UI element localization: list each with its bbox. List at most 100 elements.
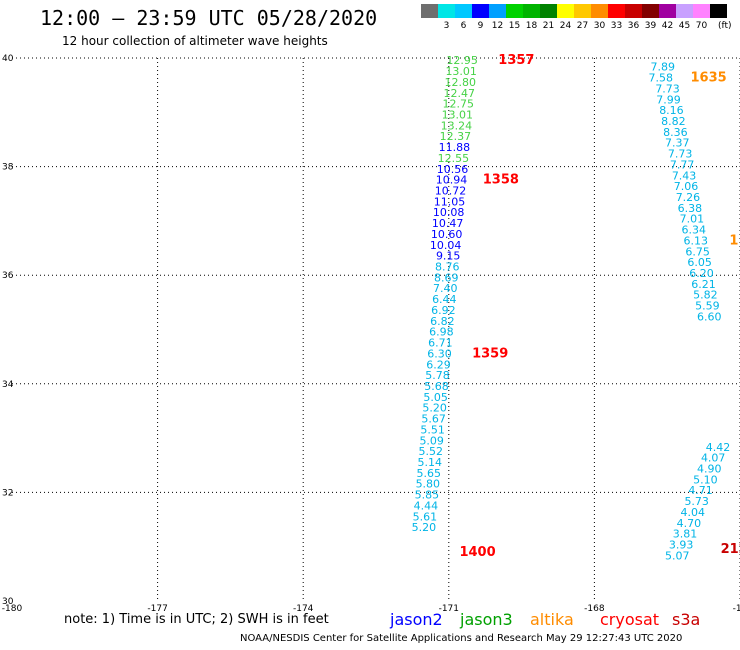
color-scale-label: 70 [695, 21, 708, 31]
color-scale-swatch [693, 4, 710, 18]
wave-height-value: 5.14 [418, 456, 443, 469]
color-scale-label: 33 [610, 21, 623, 31]
color-scale-swatch [506, 4, 523, 18]
wave-height-value: 5.20 [422, 402, 447, 415]
wave-height-value: 4.70 [677, 517, 702, 530]
wave-height-value: 6.98 [429, 326, 454, 339]
color-scale-swatch [523, 4, 540, 18]
wave-height-value: 5.05 [423, 391, 448, 404]
y-tick-label: 38 [2, 163, 14, 173]
wave-height-value: 6.34 [682, 224, 707, 237]
wave-height-value: 7.99 [656, 93, 681, 106]
color-scale-swatch [608, 4, 625, 18]
wave-height-value: 4.44 [414, 499, 439, 512]
color-scale-label: 36 [627, 21, 640, 31]
wave-height-value: 7.06 [674, 180, 699, 193]
wave-height-value: 6.29 [426, 358, 451, 371]
wave-height-value: 10.47 [432, 217, 464, 230]
footnote: note: 1) Time is in UTC; 2) SWH is in fe… [64, 612, 329, 627]
wave-height-value: 3.93 [669, 539, 694, 552]
time-label: 212 [721, 542, 740, 557]
credit-line: NOAA/NESDIS Center for Satellite Applica… [240, 633, 683, 644]
wave-height-value: 7.26 [676, 191, 701, 204]
wave-height-value: 5.52 [418, 445, 443, 458]
wave-height-value: 10.60 [431, 228, 463, 241]
y-tick-label: 34 [2, 380, 14, 390]
time-label: 1400 [459, 545, 495, 560]
wave-height-value: 4.90 [697, 463, 722, 476]
wave-height-value: 4.04 [681, 506, 706, 519]
wave-height-value: 6.71 [428, 337, 453, 350]
wave-height-value: 8.69 [434, 271, 459, 284]
wave-height-value: 7.01 [680, 213, 705, 226]
legend-jason3: jason3 [460, 610, 513, 629]
time-label: 1 [729, 233, 738, 248]
color-scale-swatch [659, 4, 676, 18]
x-tick-label: -16 [733, 604, 740, 614]
wave-height-value: 6.60 [697, 310, 722, 323]
wave-height-value: 7.89 [650, 61, 675, 74]
x-tick-label: -180 [2, 604, 23, 614]
wave-height-value: 5.78 [425, 369, 450, 382]
wave-height-value: 4.71 [688, 484, 713, 497]
wave-height-value: 10.04 [430, 239, 462, 252]
wave-height-value: 8.16 [659, 104, 684, 117]
wave-height-value: 13.24 [441, 119, 473, 132]
page-title: 12:00 – 23:59 UTC 05/28/2020 [40, 6, 378, 30]
wave-height-value: 10.94 [436, 174, 468, 187]
wave-height-value: 5.65 [417, 467, 442, 480]
wave-height-value: 6.92 [431, 304, 456, 317]
wave-height-value: 10.72 [435, 184, 467, 197]
y-tick-label: 32 [2, 488, 13, 498]
wave-height-value: 5.85 [415, 489, 440, 502]
wave-height-value: 13.01 [445, 65, 477, 78]
time-label: 1357 [498, 53, 534, 68]
time-label: 1358 [483, 173, 519, 188]
wave-height-value: 5.67 [421, 413, 446, 426]
color-scale-swatch [421, 4, 438, 18]
wave-height-value: 6.20 [689, 267, 714, 280]
color-scale-swatch [438, 4, 455, 18]
wave-height-value: 12.80 [444, 76, 476, 89]
color-scale-swatch [591, 4, 608, 18]
color-scale-label: 15 [508, 21, 521, 31]
color-scale-swatch [642, 4, 659, 18]
x-tick-label: -171 [439, 604, 459, 614]
color-scale-swatch [472, 4, 489, 18]
wave-height-value: 5.07 [665, 549, 690, 562]
color-scale-swatch [489, 4, 506, 18]
wave-height-value: 10.56 [437, 163, 469, 176]
legend-altika: altika [530, 610, 574, 629]
wave-height-value: 7.43 [672, 169, 697, 182]
wave-height-value: 6.13 [683, 234, 708, 247]
page-subtitle: 12 hour collection of altimeter wave hei… [62, 34, 328, 48]
y-tick-label: 36 [2, 271, 14, 281]
wave-height-value: 10.08 [433, 206, 465, 219]
color-scale-swatch [625, 4, 642, 18]
wave-height-value: 8.36 [663, 126, 688, 139]
wave-height-value: 6.44 [432, 293, 457, 306]
time-label: 1635 [690, 71, 726, 86]
wave-height-value: 9.15 [436, 250, 461, 263]
wave-height-value: 12.55 [438, 152, 470, 165]
wave-height-value: 6.30 [427, 347, 452, 360]
wave-height-value: 7.73 [655, 82, 680, 95]
wave-height-value: 7.77 [670, 158, 695, 171]
wave-height-value: 8.76 [435, 261, 460, 274]
color-scale-label: 42 [661, 21, 674, 31]
x-tick-label: -168 [584, 604, 605, 614]
wave-height-value: 7.58 [649, 72, 674, 85]
y-tick-label: 30 [2, 597, 14, 607]
time-label: 1359 [472, 346, 508, 361]
wave-height-value: 4.42 [706, 441, 731, 454]
wave-height-value: 5.59 [695, 300, 720, 313]
legend-s3a: s3a [672, 610, 701, 629]
color-scale-label: 30 [593, 21, 606, 31]
color-scale-label: 12 [491, 21, 504, 31]
color-scale-swatch [557, 4, 574, 18]
color-scale-swatch [455, 4, 472, 18]
legend-jason2: jason2 [390, 610, 443, 629]
color-scale-label: 18 [525, 21, 538, 31]
wave-height-value: 8.82 [661, 115, 686, 128]
